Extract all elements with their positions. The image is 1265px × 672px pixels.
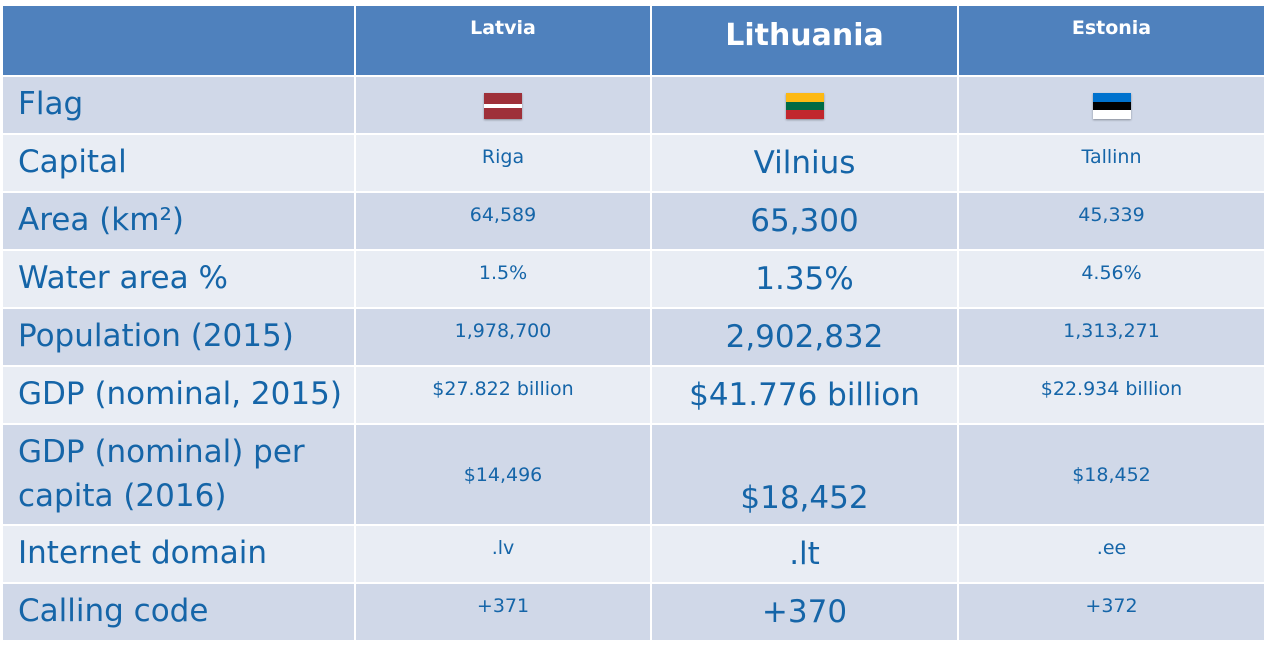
- cell-calling-code-estonia: +372: [957, 582, 1265, 642]
- cell-area-latvia: 64,589: [354, 191, 652, 251]
- cell-gdp-per-capita-estonia: $18,452: [957, 423, 1265, 526]
- cell-gdp-lithuania: $41.776 billion: [650, 365, 959, 425]
- cell-calling-code-latvia: +371: [354, 582, 652, 642]
- row-label-gdp: GDP (nominal, 2015): [1, 365, 356, 425]
- cell-gdp-per-capita-lithuania: $18,452: [650, 423, 959, 526]
- header-row: Latvia Lithuania Estonia: [1, 4, 1265, 77]
- cell-area-estonia: 45,339: [957, 191, 1265, 251]
- row-label-capital: Capital: [1, 133, 356, 193]
- cell-population-estonia: 1,313,271: [957, 307, 1265, 367]
- cell-domain-estonia: .ee: [957, 524, 1265, 584]
- cell-capital-latvia: Riga: [354, 133, 652, 193]
- row-population: Population (2015) 1,978,700 2,902,832 1,…: [1, 307, 1265, 367]
- row-label-water: Water area %: [1, 249, 356, 309]
- cell-gdp-estonia: $22.934 billion: [957, 365, 1265, 425]
- cell-flag-latvia: [354, 75, 652, 135]
- row-label-domain: Internet domain: [1, 524, 356, 584]
- cell-area-lithuania: 65,300: [650, 191, 959, 251]
- row-water: Water area % 1.5% 1.35% 4.56%: [1, 249, 1265, 309]
- row-label-calling-code: Calling code: [1, 582, 356, 642]
- cell-calling-code-lithuania: +370: [650, 582, 959, 642]
- row-flag: Flag: [1, 75, 1265, 135]
- cell-gdp-latvia: $27.822 billion: [354, 365, 652, 425]
- cell-population-lithuania: 2,902,832: [650, 307, 959, 367]
- header-corner: [1, 4, 356, 77]
- cell-domain-latvia: .lv: [354, 524, 652, 584]
- cell-population-latvia: 1,978,700: [354, 307, 652, 367]
- cell-water-lithuania: 1.35%: [650, 249, 959, 309]
- header-latvia: Latvia: [354, 4, 652, 77]
- cell-flag-estonia: [957, 75, 1265, 135]
- estonia-flag-icon: [1092, 93, 1131, 119]
- row-capital: Capital Riga Vilnius Tallinn: [1, 133, 1265, 193]
- row-gdp-per-capita: GDP (nominal) per capita (2016) $14,496 …: [1, 423, 1265, 526]
- cell-water-estonia: 4.56%: [957, 249, 1265, 309]
- row-gdp: GDP (nominal, 2015) $27.822 billion $41.…: [1, 365, 1265, 425]
- row-area: Area (km²) 64,589 65,300 45,339: [1, 191, 1265, 251]
- cell-domain-lithuania: .lt: [650, 524, 959, 584]
- row-label-area: Area (km²): [1, 191, 356, 251]
- latvia-flag-icon: [484, 93, 522, 119]
- row-domain: Internet domain .lv .lt .ee: [1, 524, 1265, 584]
- cell-capital-lithuania: Vilnius: [650, 133, 959, 193]
- lithuania-flag-icon: [785, 93, 824, 119]
- row-label-gdp-per-capita: GDP (nominal) per capita (2016): [1, 423, 356, 526]
- row-label-population: Population (2015): [1, 307, 356, 367]
- header-estonia: Estonia: [957, 4, 1265, 77]
- cell-water-latvia: 1.5%: [354, 249, 652, 309]
- header-lithuania: Lithuania: [650, 4, 959, 77]
- cell-gdp-per-capita-latvia: $14,496: [354, 423, 652, 526]
- row-calling-code: Calling code +371 +370 +372: [1, 582, 1265, 642]
- cell-flag-lithuania: [650, 75, 959, 135]
- cell-capital-estonia: Tallinn: [957, 133, 1265, 193]
- row-label-flag: Flag: [1, 75, 356, 135]
- comparison-table: Latvia Lithuania Estonia Flag Capital Ri…: [1, 4, 1265, 642]
